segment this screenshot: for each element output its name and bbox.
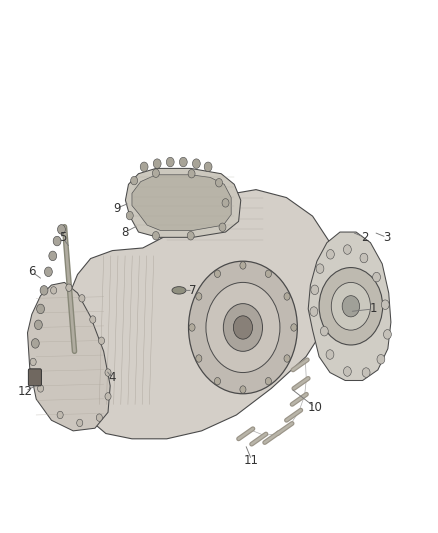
Polygon shape <box>28 282 110 431</box>
Circle shape <box>189 324 195 331</box>
Circle shape <box>240 262 246 269</box>
Circle shape <box>321 326 328 336</box>
Circle shape <box>373 272 381 282</box>
Circle shape <box>37 304 45 314</box>
Circle shape <box>131 176 138 185</box>
Circle shape <box>284 293 290 300</box>
Circle shape <box>316 264 324 273</box>
Text: 3: 3 <box>383 231 390 244</box>
Circle shape <box>206 282 280 373</box>
Circle shape <box>79 295 85 302</box>
Text: 11: 11 <box>244 454 259 466</box>
Circle shape <box>105 393 111 400</box>
Circle shape <box>326 350 334 359</box>
Circle shape <box>362 368 370 377</box>
Ellipse shape <box>172 287 186 294</box>
Circle shape <box>215 377 220 385</box>
Text: 2: 2 <box>361 231 368 244</box>
Circle shape <box>331 282 371 330</box>
Circle shape <box>222 199 229 207</box>
Circle shape <box>180 157 187 167</box>
Circle shape <box>35 320 42 329</box>
Circle shape <box>45 267 52 277</box>
Circle shape <box>196 355 202 362</box>
Circle shape <box>360 253 368 263</box>
Circle shape <box>152 231 159 240</box>
Circle shape <box>187 231 194 240</box>
Polygon shape <box>67 190 336 439</box>
Circle shape <box>66 284 72 292</box>
Circle shape <box>77 419 83 426</box>
Circle shape <box>343 367 351 376</box>
Circle shape <box>188 169 195 178</box>
Circle shape <box>96 414 102 421</box>
Circle shape <box>342 296 360 317</box>
Circle shape <box>310 307 318 317</box>
Circle shape <box>223 304 262 351</box>
Circle shape <box>38 385 44 392</box>
Circle shape <box>233 316 253 339</box>
Circle shape <box>105 369 111 376</box>
Circle shape <box>140 162 148 172</box>
Circle shape <box>30 358 36 366</box>
Circle shape <box>384 329 391 339</box>
Circle shape <box>343 245 351 254</box>
Circle shape <box>265 377 272 385</box>
Circle shape <box>57 224 65 234</box>
Text: 5: 5 <box>59 231 66 244</box>
Circle shape <box>326 249 334 259</box>
Circle shape <box>377 354 385 364</box>
Circle shape <box>90 316 96 323</box>
Circle shape <box>215 270 220 278</box>
Circle shape <box>40 286 48 295</box>
Circle shape <box>57 411 63 419</box>
Text: 4: 4 <box>109 372 116 384</box>
Circle shape <box>126 212 133 220</box>
Circle shape <box>219 223 226 231</box>
Circle shape <box>53 236 61 246</box>
Circle shape <box>240 386 246 393</box>
FancyBboxPatch shape <box>28 369 42 386</box>
Circle shape <box>265 270 272 278</box>
Circle shape <box>152 169 159 177</box>
Circle shape <box>204 162 212 172</box>
Circle shape <box>215 179 223 187</box>
Circle shape <box>50 287 57 294</box>
Circle shape <box>284 355 290 362</box>
Text: 9: 9 <box>113 201 120 215</box>
Polygon shape <box>125 168 241 237</box>
Circle shape <box>192 159 200 168</box>
Circle shape <box>188 261 297 394</box>
Text: 7: 7 <box>189 284 197 297</box>
Polygon shape <box>308 232 391 381</box>
Circle shape <box>311 285 319 295</box>
Circle shape <box>99 337 105 344</box>
Text: 6: 6 <box>28 265 35 278</box>
Polygon shape <box>132 175 231 230</box>
Circle shape <box>166 157 174 167</box>
Text: 10: 10 <box>307 400 322 414</box>
Circle shape <box>381 300 389 310</box>
Circle shape <box>32 338 39 348</box>
Text: 8: 8 <box>122 225 129 239</box>
Text: 12: 12 <box>18 385 33 398</box>
Circle shape <box>319 268 383 345</box>
Circle shape <box>49 251 57 261</box>
Circle shape <box>153 159 161 168</box>
Circle shape <box>196 293 202 300</box>
Circle shape <box>291 324 297 331</box>
Text: 1: 1 <box>370 302 377 316</box>
